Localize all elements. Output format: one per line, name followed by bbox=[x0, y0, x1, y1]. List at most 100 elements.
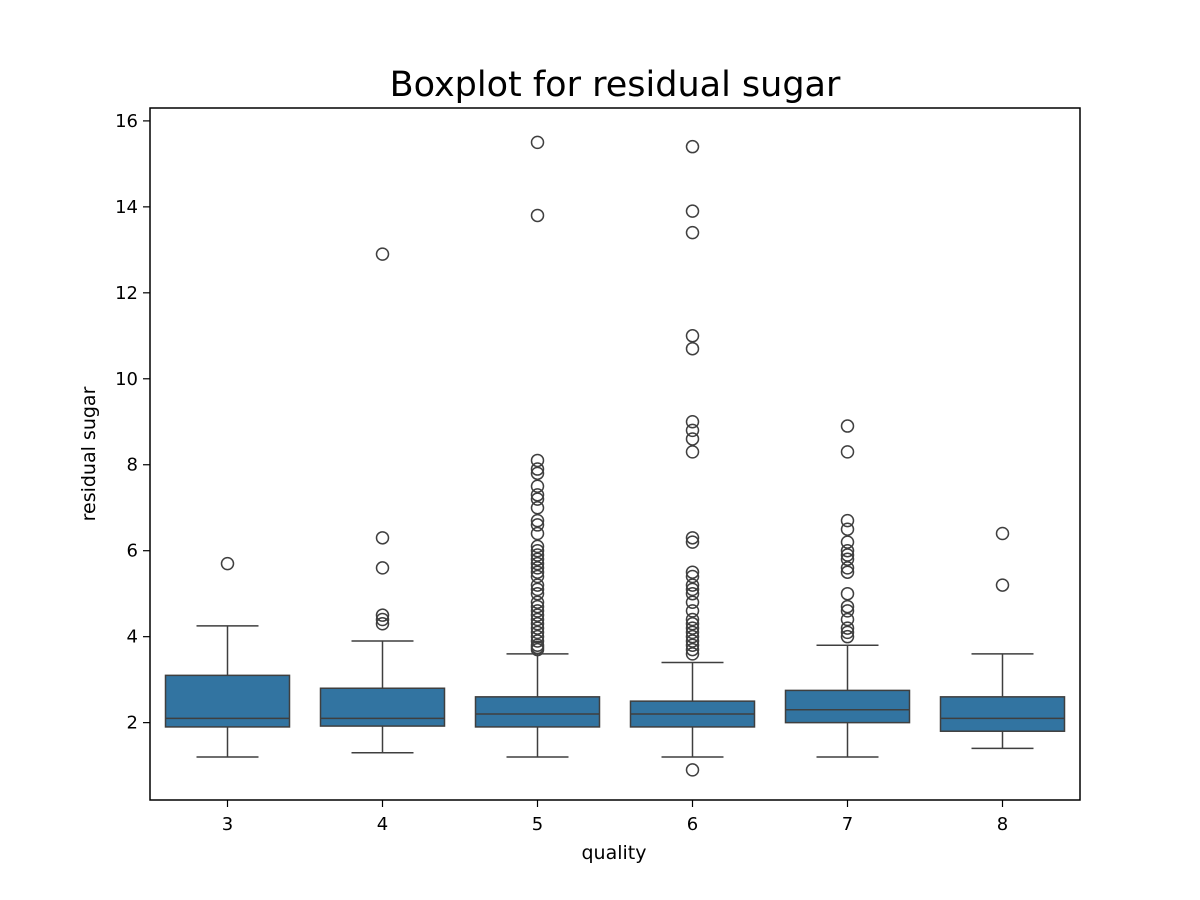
outlier-point bbox=[840, 565, 855, 579]
outlier-point bbox=[685, 535, 700, 549]
outlier-point bbox=[530, 617, 545, 631]
outlier-point bbox=[375, 608, 390, 622]
outlier-point bbox=[685, 531, 700, 545]
outlier-point bbox=[530, 638, 545, 653]
box-group-4 bbox=[319, 247, 446, 754]
outlier-point bbox=[530, 599, 545, 614]
box-iqr bbox=[939, 696, 1066, 732]
outlier-point bbox=[685, 617, 700, 631]
y-tick-label: 6 bbox=[127, 541, 138, 562]
outlier-point bbox=[685, 763, 700, 777]
box-iqr bbox=[319, 687, 446, 727]
y-tick-label: 16 bbox=[115, 111, 138, 132]
outlier-point bbox=[685, 341, 700, 356]
outlier-point bbox=[840, 604, 855, 618]
outlier-point bbox=[685, 445, 700, 459]
outlier-point bbox=[530, 595, 545, 610]
outlier-point bbox=[530, 500, 545, 515]
outlier-point bbox=[685, 225, 700, 240]
outlier-point bbox=[840, 612, 855, 627]
outlier-point bbox=[840, 419, 855, 433]
x-tick-label: 5 bbox=[532, 814, 543, 835]
outlier-point bbox=[685, 634, 700, 648]
outlier-point bbox=[375, 617, 390, 631]
x-tick-label: 7 bbox=[842, 814, 853, 835]
axes-frame bbox=[149, 107, 1081, 801]
outlier-point bbox=[530, 543, 545, 558]
outlier-point bbox=[685, 629, 700, 644]
y-tick-label: 10 bbox=[115, 369, 138, 390]
outlier-point bbox=[840, 445, 855, 459]
outlier-point bbox=[530, 608, 545, 622]
outlier-point bbox=[840, 513, 855, 528]
outlier-point bbox=[530, 135, 545, 150]
x-tick-label: 3 bbox=[222, 814, 233, 835]
x-tick-label: 8 bbox=[997, 814, 1008, 835]
outlier-point bbox=[530, 208, 545, 223]
outlier-point bbox=[530, 492, 545, 506]
box-group-5 bbox=[474, 135, 601, 758]
outlier-point bbox=[530, 479, 545, 493]
outlier-point bbox=[685, 139, 700, 154]
outlier-point bbox=[530, 466, 545, 481]
outlier-point bbox=[375, 561, 390, 575]
x-tick-label: 6 bbox=[687, 814, 698, 835]
outlier-point bbox=[375, 612, 390, 627]
x-tick-label: 4 bbox=[377, 814, 388, 835]
outlier-point bbox=[530, 453, 545, 468]
y-tick-label: 2 bbox=[127, 713, 138, 734]
outlier-point bbox=[685, 569, 700, 584]
outlier-point bbox=[530, 578, 545, 592]
box-group-8 bbox=[939, 526, 1066, 750]
box-iqr bbox=[474, 696, 601, 728]
outlier-point bbox=[685, 647, 700, 661]
outlier-point bbox=[530, 513, 545, 528]
outlier-point bbox=[530, 488, 545, 502]
outlier-point bbox=[530, 634, 545, 648]
chart-title: Boxplot for residual sugar bbox=[390, 65, 841, 105]
y-tick-label: 8 bbox=[127, 455, 138, 476]
outlier-point bbox=[530, 539, 545, 554]
outlier-point bbox=[685, 432, 700, 446]
y-tick-label: 14 bbox=[115, 197, 138, 218]
outlier-point bbox=[530, 625, 545, 640]
outlier-point bbox=[685, 621, 700, 635]
outlier-point bbox=[995, 578, 1010, 592]
box-group-7 bbox=[784, 419, 911, 758]
outlier-point bbox=[840, 625, 855, 640]
outlier-point bbox=[530, 621, 545, 635]
outlier-point bbox=[530, 629, 545, 644]
y-tick-label: 12 bbox=[115, 283, 138, 304]
outlier-point bbox=[685, 204, 700, 218]
outlier-point bbox=[840, 621, 855, 635]
box-group-3 bbox=[164, 556, 291, 758]
outlier-point bbox=[530, 569, 545, 584]
outlier-point bbox=[685, 604, 700, 618]
outlier-point bbox=[530, 561, 545, 575]
outlier-point bbox=[220, 556, 235, 571]
outlier-point bbox=[530, 552, 545, 567]
outlier-point bbox=[685, 565, 700, 579]
outlier-point bbox=[530, 604, 545, 618]
outlier-point bbox=[530, 612, 545, 627]
outlier-point bbox=[685, 329, 700, 343]
outlier-point bbox=[995, 526, 1010, 541]
outlier-point bbox=[840, 586, 855, 601]
outlier-point bbox=[530, 548, 545, 562]
x-axis: 3 4 5 6 7 8 bbox=[222, 800, 1008, 835]
plot-area bbox=[164, 135, 1066, 777]
outlier-point bbox=[685, 423, 700, 438]
outlier-point bbox=[530, 518, 545, 532]
box-iqr bbox=[164, 674, 291, 728]
y-axis-label: residual sugar bbox=[78, 386, 100, 521]
outlier-point bbox=[840, 535, 855, 549]
outlier-point bbox=[840, 561, 855, 575]
box-iqr bbox=[784, 689, 911, 724]
outlier-point bbox=[840, 629, 855, 644]
box-group-6 bbox=[629, 139, 756, 777]
outlier-point bbox=[685, 625, 700, 640]
outlier-point bbox=[685, 638, 700, 653]
outlier-point bbox=[530, 565, 545, 579]
outlier-point bbox=[530, 582, 545, 597]
